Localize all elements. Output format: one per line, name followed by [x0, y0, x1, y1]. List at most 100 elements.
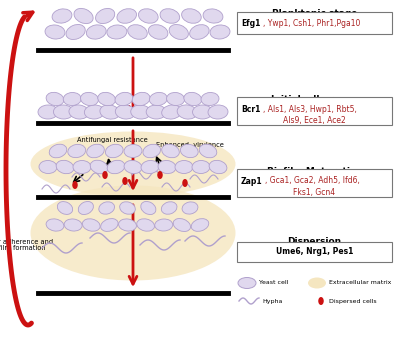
Ellipse shape — [96, 8, 115, 23]
Ellipse shape — [73, 160, 91, 174]
Ellipse shape — [46, 219, 64, 231]
Ellipse shape — [138, 9, 158, 23]
Ellipse shape — [82, 219, 100, 231]
Ellipse shape — [38, 105, 58, 119]
Text: Fks1, Gcn4: Fks1, Gcn4 — [294, 187, 336, 197]
Ellipse shape — [141, 201, 156, 215]
Ellipse shape — [56, 160, 74, 174]
Text: Planktonic stage: Planktonic stage — [272, 9, 357, 18]
Ellipse shape — [128, 25, 147, 39]
Ellipse shape — [210, 25, 230, 39]
Ellipse shape — [30, 131, 236, 197]
Text: Yeast cell: Yeast cell — [259, 280, 288, 286]
Ellipse shape — [99, 202, 114, 214]
Text: Zap1: Zap1 — [241, 177, 263, 186]
Ellipse shape — [308, 277, 326, 288]
Ellipse shape — [63, 92, 81, 106]
Ellipse shape — [45, 25, 65, 39]
Ellipse shape — [141, 160, 159, 174]
Ellipse shape — [106, 144, 123, 158]
Ellipse shape — [124, 160, 142, 174]
Text: Dispersion: Dispersion — [288, 237, 342, 246]
Ellipse shape — [101, 219, 118, 231]
Text: , Ywp1, Csh1, Phr1,Pga10: , Ywp1, Csh1, Phr1,Pga10 — [263, 19, 360, 28]
Ellipse shape — [175, 160, 193, 174]
Ellipse shape — [124, 145, 142, 158]
Ellipse shape — [115, 105, 135, 119]
Ellipse shape — [98, 92, 116, 106]
Ellipse shape — [87, 144, 104, 158]
Ellipse shape — [132, 92, 150, 106]
FancyBboxPatch shape — [237, 97, 392, 125]
Text: Enhanced  virulence: Enhanced virulence — [156, 142, 224, 148]
Ellipse shape — [69, 105, 89, 119]
Ellipse shape — [115, 92, 133, 106]
Ellipse shape — [30, 186, 236, 280]
Ellipse shape — [68, 145, 86, 158]
Ellipse shape — [184, 92, 202, 106]
Ellipse shape — [90, 160, 108, 174]
Ellipse shape — [238, 277, 256, 288]
Ellipse shape — [182, 9, 201, 23]
Ellipse shape — [72, 181, 78, 189]
Text: Hypha: Hypha — [262, 298, 282, 304]
Ellipse shape — [143, 144, 160, 158]
Ellipse shape — [107, 160, 125, 174]
Ellipse shape — [66, 24, 85, 40]
Ellipse shape — [157, 171, 163, 179]
Ellipse shape — [131, 105, 151, 119]
Ellipse shape — [39, 160, 57, 174]
Ellipse shape — [182, 179, 188, 187]
Ellipse shape — [118, 219, 136, 231]
Ellipse shape — [160, 9, 180, 23]
Ellipse shape — [201, 92, 219, 106]
Ellipse shape — [173, 218, 190, 231]
Text: Efg1: Efg1 — [241, 19, 260, 28]
Ellipse shape — [180, 144, 198, 158]
Ellipse shape — [137, 219, 154, 231]
Text: Better adherence and
biofilm formation: Better adherence and biofilm formation — [0, 238, 54, 252]
FancyBboxPatch shape — [237, 12, 392, 34]
Ellipse shape — [155, 219, 173, 231]
Ellipse shape — [54, 105, 74, 119]
Ellipse shape — [177, 105, 197, 119]
Ellipse shape — [149, 92, 167, 106]
Text: Dispersed cells: Dispersed cells — [329, 298, 377, 304]
Text: Antifungal resistance: Antifungal resistance — [77, 137, 147, 143]
Text: Extracellular matrix: Extracellular matrix — [329, 280, 391, 286]
Text: Biofilm Maturation: Biofilm Maturation — [267, 167, 362, 176]
Ellipse shape — [148, 25, 168, 39]
Ellipse shape — [120, 202, 135, 214]
Ellipse shape — [169, 24, 188, 39]
Ellipse shape — [122, 177, 128, 185]
Ellipse shape — [203, 9, 223, 23]
Ellipse shape — [57, 201, 73, 215]
Text: , Gca1, Gca2, Adh5, Ifd6,: , Gca1, Gca2, Adh5, Ifd6, — [265, 177, 360, 186]
Text: Als9, Ece1, Ace2: Als9, Ece1, Ace2 — [283, 116, 346, 125]
Ellipse shape — [318, 297, 324, 305]
Ellipse shape — [162, 144, 179, 158]
Ellipse shape — [208, 105, 228, 119]
Ellipse shape — [52, 9, 72, 23]
Text: Bcr1: Bcr1 — [241, 105, 260, 114]
Ellipse shape — [190, 24, 209, 39]
Ellipse shape — [158, 160, 176, 174]
Ellipse shape — [199, 144, 217, 158]
Ellipse shape — [84, 105, 104, 119]
Ellipse shape — [100, 105, 120, 119]
Ellipse shape — [80, 92, 98, 106]
FancyBboxPatch shape — [237, 242, 392, 262]
Ellipse shape — [192, 105, 212, 119]
Ellipse shape — [166, 92, 184, 106]
Ellipse shape — [49, 144, 67, 158]
Ellipse shape — [209, 160, 227, 174]
Ellipse shape — [191, 219, 209, 231]
Ellipse shape — [46, 92, 64, 106]
Text: Initial adherence: Initial adherence — [271, 95, 358, 104]
Ellipse shape — [102, 171, 108, 179]
Ellipse shape — [78, 201, 94, 215]
Ellipse shape — [146, 105, 166, 119]
Ellipse shape — [86, 25, 106, 39]
FancyBboxPatch shape — [237, 169, 392, 197]
Text: , Als1, Als3, Hwp1, Rbt5,: , Als1, Als3, Hwp1, Rbt5, — [263, 105, 357, 114]
